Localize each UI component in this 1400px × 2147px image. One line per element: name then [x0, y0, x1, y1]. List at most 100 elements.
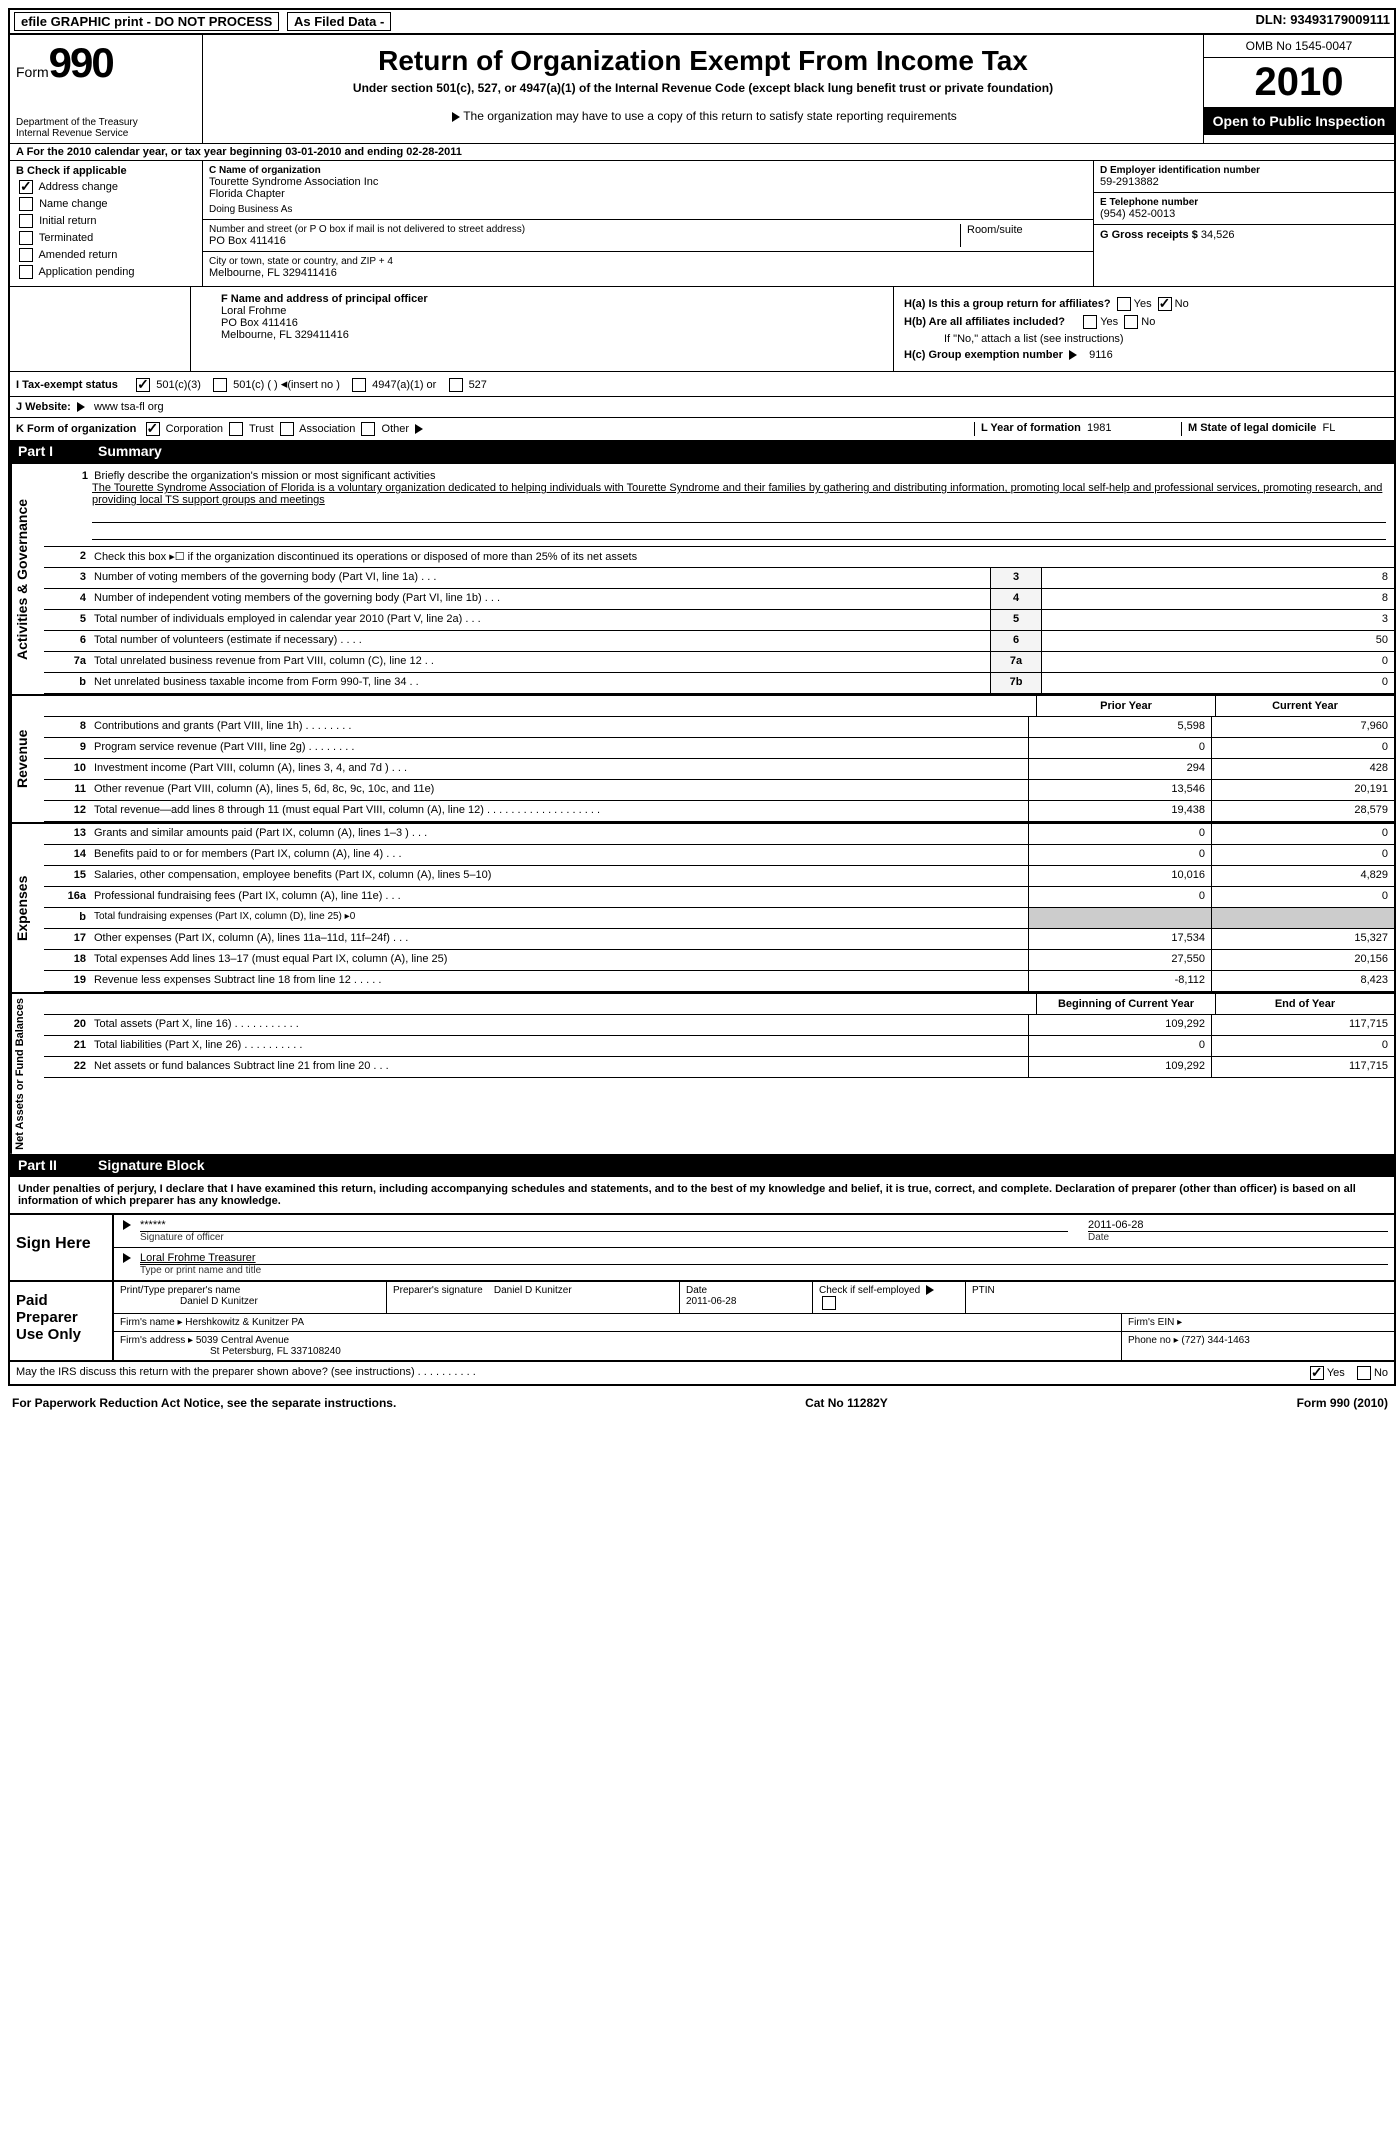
cb-527[interactable]: [449, 378, 463, 392]
cb-ha-no[interactable]: [1158, 297, 1172, 311]
page-footer: For Paperwork Reduction Act Notice, see …: [8, 1386, 1392, 1414]
sign-date: 2011-06-28: [1088, 1219, 1388, 1232]
table-row: 11Other revenue (Part VIII, column (A), …: [44, 780, 1394, 801]
governance-block: Activities & Governance 1 Briefly descri…: [10, 462, 1394, 694]
firm-name: Hershkowitz & Kunitzer PA: [185, 1317, 304, 1328]
h-b-note: If "No," attach a list (see instructions…: [904, 333, 1384, 345]
sign-date-label: Date: [1088, 1232, 1388, 1243]
officer-print-label: Type or print name and title: [140, 1265, 1388, 1276]
cb-hb-no[interactable]: [1124, 315, 1138, 329]
table-row: 4Number of independent voting members of…: [44, 589, 1394, 610]
cb-501c3[interactable]: [136, 378, 150, 392]
tax-year: 2010: [1204, 58, 1394, 107]
cb-name-change[interactable]: Name change: [16, 197, 196, 211]
table-row: 7aTotal unrelated business revenue from …: [44, 652, 1394, 673]
cb-association[interactable]: [280, 422, 294, 436]
footer-mid: Cat No 11282Y: [805, 1396, 888, 1410]
cb-501c[interactable]: [213, 378, 227, 392]
triangle-icon: [1069, 350, 1077, 360]
phone-value: (954) 452-0013: [1100, 208, 1388, 220]
section-j: J Website: www tsa-fl org: [10, 396, 1394, 417]
table-row: 12Total revenue—add lines 8 through 11 (…: [44, 801, 1394, 822]
form-title: Return of Organization Exempt From Incom…: [213, 45, 1193, 77]
table-row: 20Total assets (Part X, line 16) . . . .…: [44, 1015, 1394, 1036]
table-row: 22Net assets or fund balances Subtract l…: [44, 1057, 1394, 1078]
omb-number: OMB No 1545-0047: [1204, 35, 1394, 58]
cb-discuss-yes[interactable]: [1310, 1366, 1324, 1380]
cb-hb-yes[interactable]: [1083, 315, 1097, 329]
addr-value: PO Box 411416: [209, 235, 960, 247]
table-row: 3Number of voting members of the governi…: [44, 568, 1394, 589]
dept-irs: Internal Revenue Service: [16, 128, 196, 139]
netassets-label: Net Assets or Fund Balances: [10, 994, 44, 1154]
section-k: K Form of organization Corporation Trust…: [10, 417, 1394, 440]
h-c: H(c) Group exemption number 9116: [904, 349, 1384, 361]
room-label: Room/suite: [960, 224, 1087, 247]
firm-addr2: St Petersburg, FL 337108240: [120, 1346, 1115, 1357]
officer-signature-label: Signature of officer: [140, 1232, 1068, 1243]
addr-label: Number and street (or P O box if mail is…: [209, 224, 960, 235]
triangle-icon: [123, 1253, 131, 1263]
table-row: 6Total number of volunteers (estimate if…: [44, 631, 1394, 652]
cb-address-change[interactable]: Address change: [16, 180, 196, 194]
ein-value: 59-2913882: [1100, 176, 1388, 188]
cb-self-employed[interactable]: [822, 1296, 836, 1310]
cb-ha-yes[interactable]: [1117, 297, 1131, 311]
table-row: 19Revenue less expenses Subtract line 18…: [44, 971, 1394, 992]
current-year-header: Current Year: [1215, 696, 1394, 716]
preparer-name: Daniel D Kunitzer: [120, 1296, 380, 1307]
city-value: Melbourne, FL 329411416: [209, 267, 1087, 279]
cb-other[interactable]: [361, 422, 375, 436]
form-note: The organization may have to use a copy …: [463, 109, 957, 123]
table-row: 18Total expenses Add lines 13–17 (must e…: [44, 950, 1394, 971]
end-year-header: End of Year: [1215, 994, 1394, 1014]
cb-amended[interactable]: Amended return: [16, 248, 196, 262]
footer-right: Form 990 (2010): [1297, 1396, 1388, 1410]
form-subtitle: Under section 501(c), 527, or 4947(a)(1)…: [213, 81, 1193, 95]
ptin-label: PTIN: [966, 1282, 1394, 1313]
cb-initial-return[interactable]: Initial return: [16, 214, 196, 228]
firm-addr1: 5039 Central Avenue: [196, 1335, 289, 1346]
org-name-2: Florida Chapter: [209, 188, 1087, 200]
revenue-block: Revenue Prior Year Current Year 8Contrib…: [10, 694, 1394, 822]
form-page: efile GRAPHIC print - DO NOT PROCESS As …: [8, 8, 1396, 1386]
table-row: 16aProfessional fundraising fees (Part I…: [44, 887, 1394, 908]
officer-print-name: Loral Frohme Treasurer: [140, 1252, 1388, 1265]
cb-terminated[interactable]: Terminated: [16, 231, 196, 245]
dln: DLN: 93493179009111: [1256, 12, 1390, 31]
section-i: I Tax-exempt status 501(c)(3) 501(c) ( )…: [10, 371, 1394, 396]
org-name-label: C Name of organization: [209, 165, 1087, 176]
declaration-text: Under penalties of perjury, I declare th…: [10, 1176, 1394, 1213]
cb-trust[interactable]: [229, 422, 243, 436]
officer-label: F Name and address of principal officer: [221, 293, 883, 305]
table-row: 5Total number of individuals employed in…: [44, 610, 1394, 631]
preparer-sig: Daniel D Kunitzer: [494, 1285, 572, 1296]
officer-addr2: Melbourne, FL 329411416: [221, 329, 883, 341]
table-row: 10Investment income (Part VIII, column (…: [44, 759, 1394, 780]
open-public-badge: Open to Public Inspection: [1204, 107, 1394, 135]
dba-label: Doing Business As: [209, 204, 1087, 215]
cb-corporation[interactable]: [146, 422, 160, 436]
section-fh: F Name and address of principal officer …: [10, 286, 1394, 371]
netassets-block: Net Assets or Fund Balances Beginning of…: [10, 992, 1394, 1154]
cb-application-pending[interactable]: Application pending: [16, 265, 196, 279]
table-row: 9Program service revenue (Part VIII, lin…: [44, 738, 1394, 759]
line-1: 1 Briefly describe the organization's mi…: [44, 464, 1394, 546]
h-b: H(b) Are all affiliates included? Yes No: [904, 315, 1384, 329]
cb-discuss-no[interactable]: [1357, 1366, 1371, 1380]
h-a: H(a) Is this a group return for affiliat…: [904, 297, 1384, 311]
table-row: 8Contributions and grants (Part VIII, li…: [44, 717, 1394, 738]
table-row: 17Other expenses (Part IX, column (A), l…: [44, 929, 1394, 950]
gross-value: 34,526: [1201, 229, 1235, 241]
mission-text: The Tourette Syndrome Association of Flo…: [92, 482, 1386, 506]
city-label: City or town, state or country, and ZIP …: [209, 256, 1087, 267]
cb-4947[interactable]: [352, 378, 366, 392]
firm-phone: (727) 344-1463: [1181, 1335, 1249, 1346]
section-b: B Check if applicable Address change Nam…: [10, 161, 203, 286]
officer-signature: ******: [140, 1219, 1068, 1232]
triangle-icon: [77, 402, 85, 412]
begin-year-header: Beginning of Current Year: [1036, 994, 1215, 1014]
table-row: 13Grants and similar amounts paid (Part …: [44, 824, 1394, 845]
officer-name: Loral Frohme: [221, 305, 883, 317]
ein-label: D Employer identification number: [1100, 165, 1388, 176]
